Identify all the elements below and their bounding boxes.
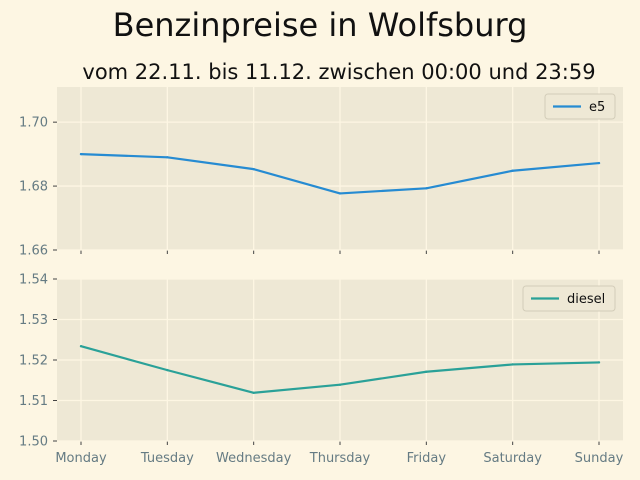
data-point bbox=[597, 361, 601, 364]
data-point bbox=[511, 169, 514, 172]
data-point bbox=[597, 161, 601, 165]
panel-2: Monday Tuesday Wednesday Thursday Friday Satu… bbox=[19, 273, 624, 467]
y-tick-label: 1.54 bbox=[19, 273, 48, 288]
y-tick-label: 1.52 bbox=[19, 354, 48, 369]
x-tick-label: Tuesday bbox=[140, 451, 194, 466]
x-tick-label: Sunday bbox=[575, 451, 624, 466]
data-point bbox=[511, 363, 514, 366]
y-tick-label: 1.66 bbox=[19, 244, 48, 259]
legend-label: diesel bbox=[567, 292, 605, 307]
y-tick-label: 1.70 bbox=[19, 116, 48, 131]
data-point bbox=[338, 192, 342, 195]
data-point bbox=[338, 383, 342, 386]
x-tick-label: Saturday bbox=[483, 451, 542, 466]
data-point bbox=[166, 156, 169, 159]
y-tick-label: 1.50 bbox=[19, 435, 48, 450]
y-tick-label: 1.53 bbox=[19, 313, 48, 328]
data-point bbox=[425, 187, 428, 190]
data-point bbox=[166, 368, 169, 372]
x-tick-label: Friday bbox=[407, 451, 447, 466]
data-point bbox=[79, 345, 83, 348]
x-tick-label: Monday bbox=[55, 451, 107, 466]
chart-title: Benzinpreise in Wolfsburg bbox=[113, 6, 528, 44]
legend-label: e5 bbox=[589, 100, 605, 115]
legend-box bbox=[522, 285, 616, 312]
y-tick-label: 1.68 bbox=[19, 180, 48, 195]
panels: 1.66 1.68 1.70 e5 Monday Tuesday Wednesday Thur… bbox=[19, 87, 624, 466]
data-point bbox=[252, 391, 255, 395]
chart-subtitle: vom 22.11. bis 11.12. zwischen 00:00 und… bbox=[82, 60, 595, 84]
x-tick-label: Wednesday bbox=[216, 451, 292, 466]
y-tick-label: 1.51 bbox=[19, 394, 48, 409]
panel-1: 1.66 1.68 1.70 e5 bbox=[19, 87, 623, 259]
data-point bbox=[79, 152, 83, 156]
x-tick-label: Thursday bbox=[309, 451, 371, 466]
data-point bbox=[425, 370, 428, 373]
data-point bbox=[252, 167, 255, 171]
